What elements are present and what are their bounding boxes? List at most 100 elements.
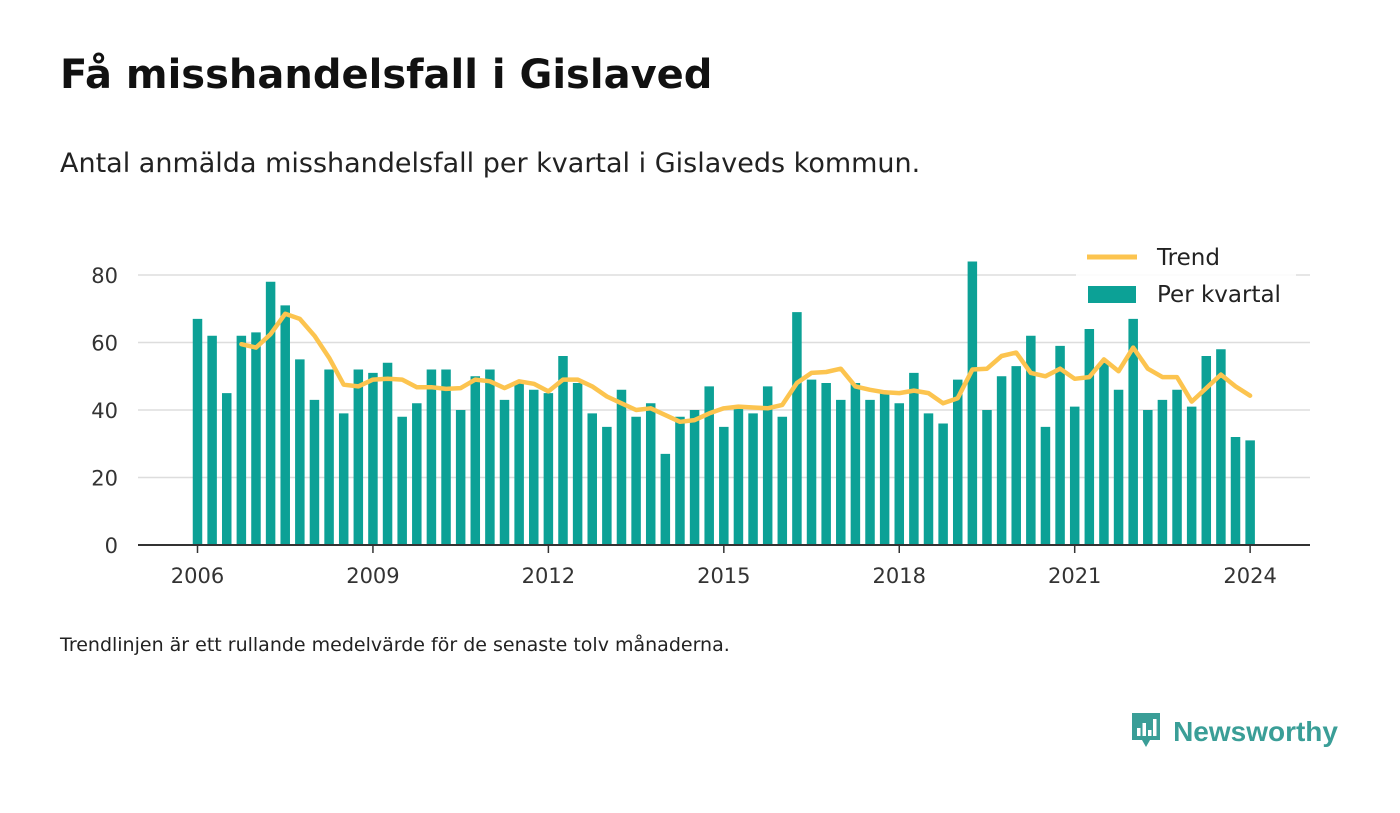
bar <box>806 379 817 545</box>
bar <box>1128 318 1138 545</box>
bar <box>719 426 729 545</box>
bar <box>514 383 524 545</box>
bar <box>645 403 656 545</box>
bar <box>412 403 422 545</box>
bar <box>426 369 437 545</box>
legend: Trend Per kvartal <box>1076 238 1296 318</box>
bar <box>382 362 393 545</box>
newsworthy-logo-icon <box>1129 710 1163 754</box>
bar <box>909 372 919 545</box>
bar <box>324 369 334 545</box>
bar <box>1216 349 1226 545</box>
bar <box>733 406 744 545</box>
bar <box>1230 437 1241 545</box>
bar <box>1026 335 1036 545</box>
bar <box>1011 366 1021 545</box>
bar <box>236 335 247 545</box>
legend-label-per-kvartal: Per kvartal <box>1157 282 1281 308</box>
bar <box>309 399 320 545</box>
bar <box>792 312 802 545</box>
bar <box>762 386 773 545</box>
bar <box>221 393 232 545</box>
bar <box>982 410 992 545</box>
bar <box>529 389 539 545</box>
bar <box>1186 406 1197 545</box>
bar <box>952 379 963 545</box>
chart-title: Få misshandelsfall i Gislaved <box>60 52 713 98</box>
bar <box>704 386 714 545</box>
x-tick-label: 2006 <box>171 564 224 588</box>
bar <box>894 403 905 545</box>
y-tick-label: 40 <box>91 399 118 423</box>
bar <box>455 410 466 545</box>
bar <box>967 261 978 545</box>
trend-line <box>239 311 1253 425</box>
bar <box>587 413 597 545</box>
bars <box>192 261 1255 545</box>
bar <box>543 393 554 545</box>
bar <box>485 369 495 545</box>
legend-label-trend: Trend <box>1156 245 1220 271</box>
bar <box>470 376 481 545</box>
bar <box>1084 329 1095 545</box>
bar <box>265 281 276 545</box>
bar <box>675 416 685 545</box>
bar <box>1055 345 1065 545</box>
legend-background <box>1076 238 1296 318</box>
x-tick-label: 2018 <box>873 564 926 588</box>
bar <box>1113 389 1124 545</box>
chart-subtitle: Antal anmälda misshandelsfall per kvarta… <box>60 148 921 179</box>
bar <box>1201 356 1212 545</box>
bar <box>996 376 1007 545</box>
y-tick-label: 60 <box>91 332 118 356</box>
bar <box>616 389 627 545</box>
legend-bar-swatch <box>1088 286 1136 303</box>
y-tick-label: 80 <box>91 264 118 288</box>
bar <box>879 393 890 545</box>
bar <box>295 359 305 545</box>
bar <box>777 416 788 545</box>
bar <box>923 413 934 545</box>
bar <box>938 423 948 545</box>
brand-name: Newsworthy <box>1173 716 1338 747</box>
bar <box>280 305 290 545</box>
bar <box>499 399 510 545</box>
bar <box>1143 410 1153 545</box>
x-tick-label: 2009 <box>346 564 399 588</box>
bar <box>572 383 583 545</box>
bar <box>368 372 378 545</box>
bar <box>602 426 612 545</box>
bar <box>1069 406 1080 545</box>
x-tick-label: 2024 <box>1223 564 1276 588</box>
bar <box>338 413 349 545</box>
brand-logo[interactable]: Newsworthy <box>1129 710 1338 754</box>
x-tick-label: 2021 <box>1048 564 1101 588</box>
bar <box>836 399 846 545</box>
bar <box>207 335 217 545</box>
bar <box>660 453 671 545</box>
bar <box>1157 399 1168 545</box>
x-tick-label: 2015 <box>697 564 750 588</box>
bar <box>748 413 758 545</box>
bar <box>353 369 364 545</box>
bar <box>631 416 641 545</box>
bar <box>1172 389 1182 545</box>
bar <box>850 383 861 545</box>
bar <box>689 410 700 545</box>
y-tick-label: 20 <box>91 467 118 491</box>
bar <box>441 369 451 545</box>
axes: 0 20 40 60 80 2006 2009 2012 2015 2018 2021 2024 <box>91 264 1310 588</box>
bar <box>1245 440 1255 545</box>
footnote: Trendlinjen är ett rullande medelvärde f… <box>60 634 730 656</box>
bar <box>251 332 261 545</box>
bar <box>1099 362 1109 545</box>
bar <box>865 399 875 545</box>
bar <box>192 318 203 545</box>
y-tick-label: 0 <box>105 534 118 558</box>
trend-line-group <box>239 311 1253 425</box>
bar <box>821 383 831 545</box>
bar <box>397 416 407 545</box>
bar <box>558 356 568 545</box>
x-tick-label: 2012 <box>522 564 575 588</box>
